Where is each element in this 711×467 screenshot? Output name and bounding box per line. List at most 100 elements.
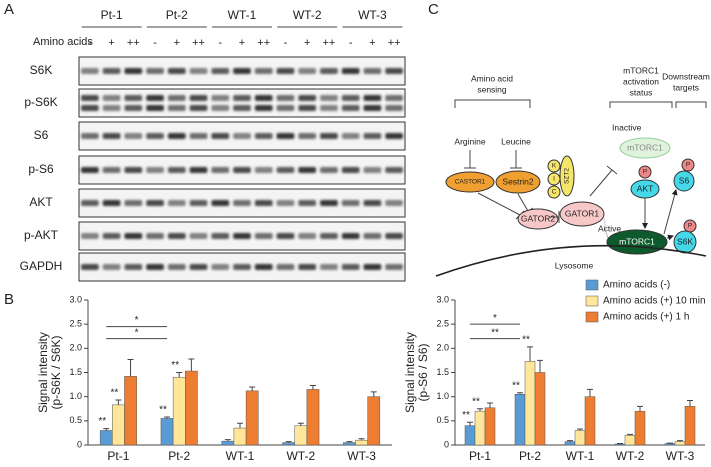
sestrin2-label: Sestrin2 <box>502 176 533 186</box>
condition-label: - <box>88 37 92 49</box>
castor1 <box>445 171 495 193</box>
blot-band <box>146 105 164 111</box>
blot-band <box>102 200 121 206</box>
x-tick-label: WT-3 <box>666 449 695 463</box>
significance: ** <box>522 335 530 346</box>
error-bar <box>358 438 365 441</box>
szt2-label: SZT2 <box>564 168 571 184</box>
blot-band <box>102 264 121 270</box>
condition-label: + <box>304 37 310 49</box>
gator1 <box>559 201 605 227</box>
mtorc1-inactive <box>619 137 671 159</box>
bar <box>674 441 686 446</box>
group-label: WT-2 <box>293 8 322 22</box>
blot-band <box>320 167 338 173</box>
blot-band <box>167 68 186 74</box>
condition-label: - <box>153 37 157 49</box>
blot-band <box>363 133 382 139</box>
s6 <box>673 170 695 192</box>
szt2 <box>559 155 575 197</box>
blot-band <box>276 167 295 173</box>
condition-label: + <box>108 37 114 49</box>
blot-band <box>363 264 382 270</box>
link <box>603 217 608 237</box>
active: Active <box>598 223 621 233</box>
blot-band <box>254 167 273 173</box>
blot-band <box>254 68 273 74</box>
condition-label: ++ <box>192 37 205 49</box>
x-tick-label: Pt-2 <box>168 449 190 463</box>
s6k <box>673 230 697 254</box>
blot-band <box>81 133 99 139</box>
blot-band <box>102 133 121 139</box>
significance: ** <box>462 410 470 421</box>
legend-swatch <box>585 311 599 323</box>
condition-label: + <box>239 37 245 49</box>
mtorc1-inactive-label: mTORC1 <box>627 142 663 152</box>
comparison-label: * <box>135 327 139 338</box>
akt-label: AKT <box>637 183 654 193</box>
y-axis-label: Signal intensity <box>36 332 50 413</box>
bar <box>124 376 137 446</box>
bar <box>355 439 368 446</box>
x-tick-label: WT-2 <box>616 449 645 463</box>
error-bar <box>637 405 643 412</box>
blot-band <box>254 105 273 111</box>
kicstor-label: I <box>553 176 555 183</box>
row-label: Amino acids <box>33 36 93 48</box>
blot-band <box>385 105 403 111</box>
kicstor-label: K <box>552 163 557 170</box>
kicstor <box>547 159 561 173</box>
blot-band <box>233 233 251 239</box>
blot-band <box>211 68 230 74</box>
blot-band <box>146 95 164 101</box>
error-bar <box>517 392 523 395</box>
significance: ** <box>111 388 119 399</box>
legend-swatch <box>585 295 599 307</box>
blot-band <box>146 167 164 173</box>
blot-band <box>189 200 208 206</box>
blot-band <box>211 167 230 173</box>
blot-band <box>320 233 338 239</box>
y-tick-label: 2.5 <box>436 319 449 329</box>
membrane <box>435 244 707 277</box>
bar <box>464 425 476 446</box>
phospho <box>638 165 652 179</box>
condition-label: ++ <box>127 37 140 49</box>
blot-band <box>298 95 317 101</box>
blot-band <box>146 264 164 270</box>
phospho-label: P <box>686 162 690 169</box>
significance: ** <box>512 380 520 391</box>
group-label: WT-1 <box>228 8 257 22</box>
blot-band <box>233 68 251 74</box>
inhibit <box>549 211 560 223</box>
error-bar <box>567 440 573 442</box>
blot-band <box>254 200 273 206</box>
bar <box>160 418 174 446</box>
blot-label: p-S6 <box>28 162 54 176</box>
error-bar <box>237 422 243 429</box>
bar <box>282 442 295 446</box>
panel-label: C <box>428 1 439 18</box>
blot-band <box>81 264 99 270</box>
legend-swatch <box>585 279 599 291</box>
blot-label: S6K <box>30 63 53 77</box>
bar <box>524 361 536 446</box>
gator2-label: GATOR2 <box>521 213 555 223</box>
error-bar <box>115 399 122 405</box>
blot-band <box>276 95 295 101</box>
blot-band <box>233 264 251 270</box>
group-label: WT-3 <box>358 8 387 22</box>
kicstor-label: C <box>552 189 557 196</box>
sestrin2 <box>495 170 541 194</box>
error-bar <box>477 408 483 412</box>
error-bar <box>309 385 316 390</box>
bracket <box>609 101 673 108</box>
error-bar <box>164 416 171 419</box>
panel-label: A <box>4 1 14 18</box>
blot-band <box>276 264 295 270</box>
blot-band <box>211 105 230 111</box>
error-bar <box>487 402 493 408</box>
bar <box>294 425 308 446</box>
blot-label: p-S6K <box>24 95 57 109</box>
